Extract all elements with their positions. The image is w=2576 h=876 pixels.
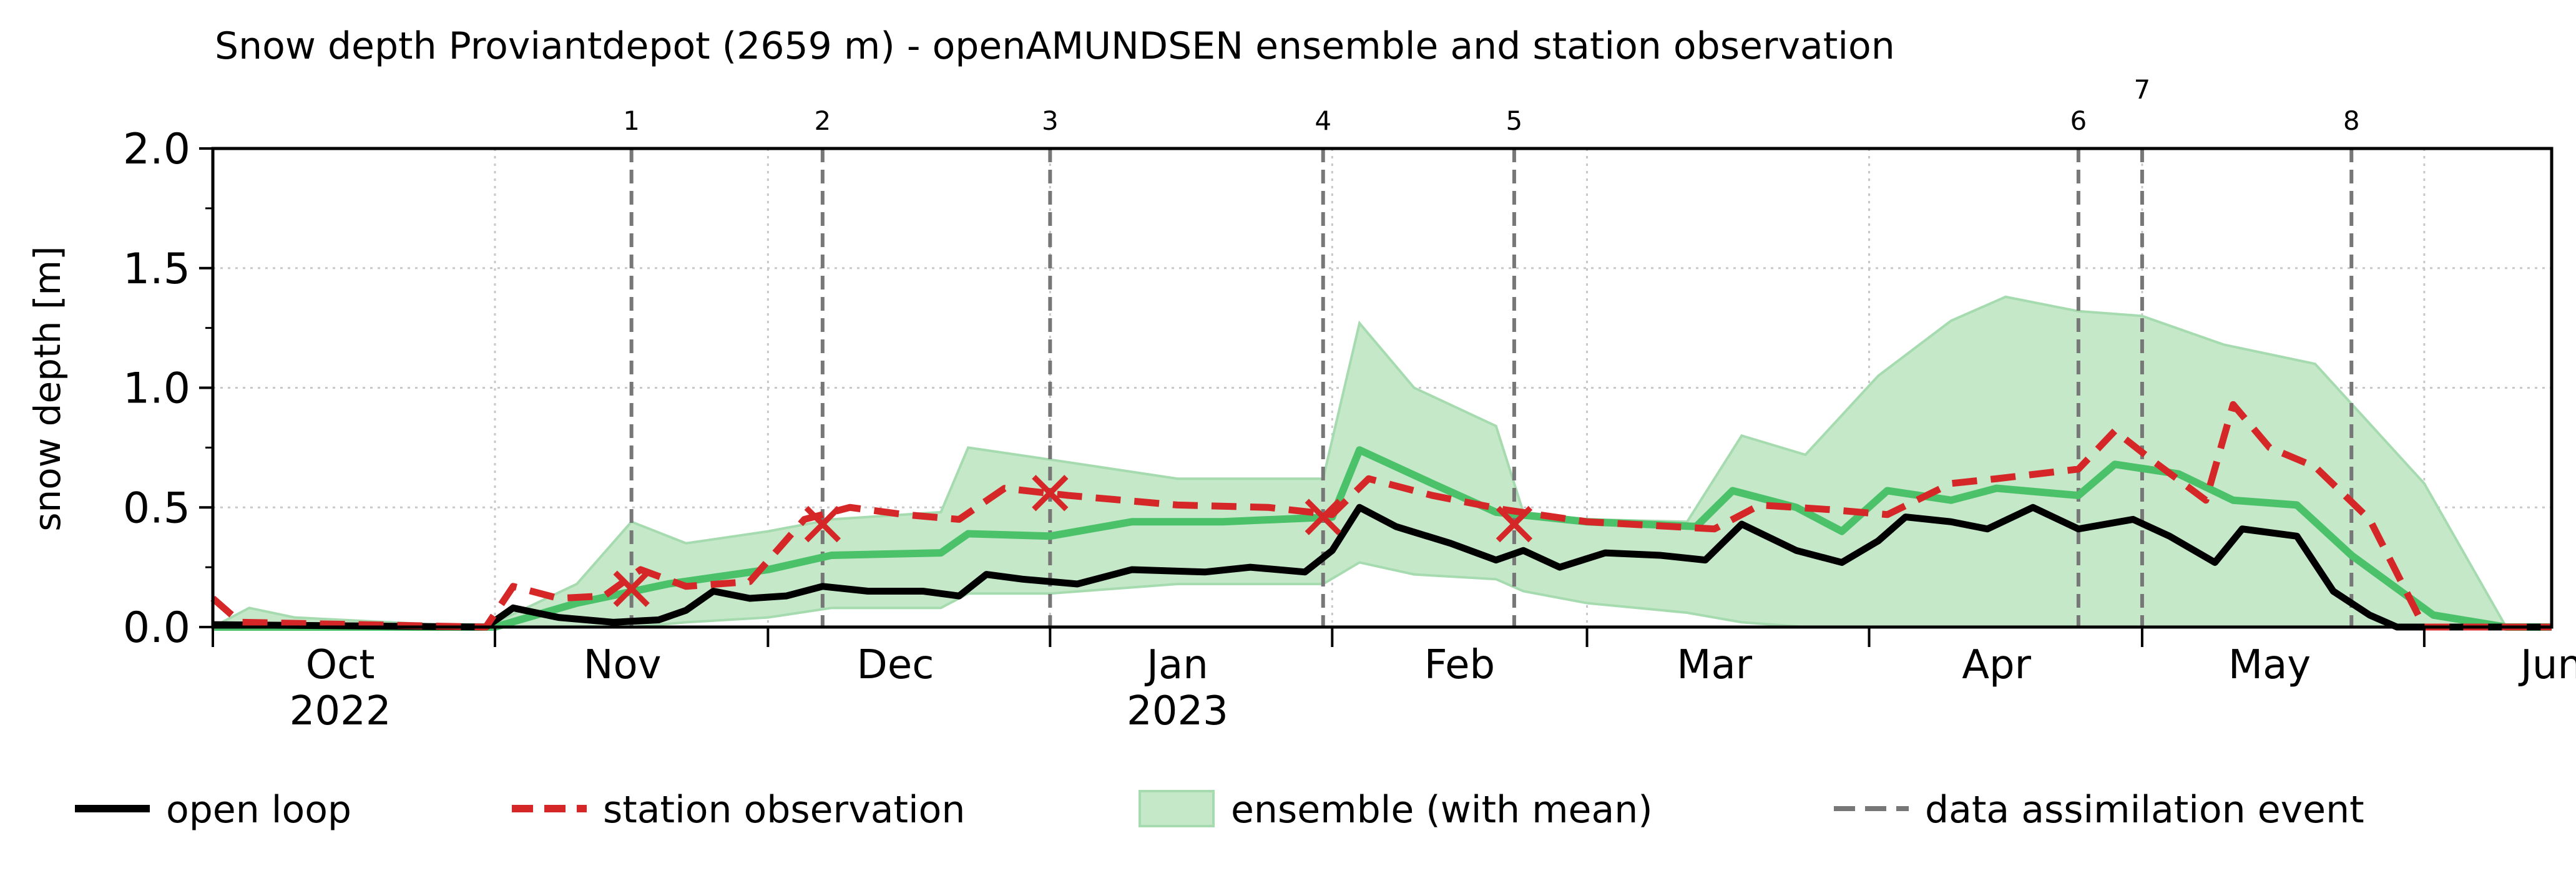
marker-stroke	[804, 505, 841, 543]
assimilation-marker	[1032, 475, 1069, 512]
y-tick-label: 0.0	[123, 603, 190, 653]
y-tick-label: 1.0	[123, 364, 190, 414]
assimilation-event-label: 1	[623, 105, 640, 136]
legend-label: ensemble (with mean)	[1231, 788, 1653, 832]
legend: open loop station observation ensemble (wi…	[75, 788, 2364, 832]
y-axis-label: snow depth [m]	[26, 246, 69, 531]
y-tick-label: 1.5	[123, 245, 190, 294]
assimilation-lines: 1 2 3 4 5 6 7 8	[623, 74, 2360, 627]
assimilation-event-label: 3	[1042, 105, 1059, 136]
legend-item: data assimilation event	[1834, 788, 2364, 832]
x-tick-year-label: 2022	[290, 688, 391, 734]
marker-stroke	[1305, 499, 1341, 535]
marker-stroke	[613, 570, 650, 607]
x-tick-label: Nov	[584, 642, 662, 688]
x-tick-label: Jan	[1144, 642, 1208, 688]
x-tick-year-label: 2023	[1127, 688, 1228, 734]
open-loop-line	[212, 504, 2552, 631]
assimilation-event-label: 5	[1506, 105, 1523, 136]
assimilation-marker	[804, 505, 841, 543]
assimilation-event-label: 2	[814, 105, 831, 136]
assimilation-event-label: 6	[2070, 105, 2087, 136]
legend-item: open loop	[75, 788, 351, 832]
chart-title: Snow depth Proviantdepot (2659 m) - open…	[215, 24, 1895, 68]
x-tick-label: Oct	[306, 642, 375, 688]
assimilation-marker	[1496, 505, 1533, 543]
x-tick-label: May	[2228, 642, 2311, 688]
legend-swatch-ensemble	[1139, 790, 1215, 827]
assimilation-marker	[613, 570, 650, 607]
assimilation-event-label: 8	[2343, 105, 2360, 136]
assimilation-marker	[1305, 499, 1341, 535]
assimilation-event-label: 4	[1315, 105, 1331, 136]
marker-stroke	[1496, 505, 1533, 543]
plot-frame	[211, 147, 2554, 629]
y-tick-label: 0.5	[123, 484, 190, 533]
x-tick-label: Apr	[1962, 642, 2031, 688]
marker-stroke	[1032, 475, 1069, 512]
x-tick-label: Mar	[1677, 642, 1752, 688]
assimilation-markers	[613, 475, 1533, 607]
legend-item: ensemble (with mean)	[1139, 788, 1653, 832]
x-tick-label: Jun	[2518, 642, 2576, 688]
legend-label: station observation	[603, 788, 965, 832]
legend-item: station observation	[512, 788, 965, 832]
station-observation-line	[210, 401, 2552, 631]
legend-label: open loop	[166, 788, 351, 832]
assimilation-event-label: 7	[2134, 74, 2151, 105]
series-lines	[210, 401, 2552, 631]
legend-label: data assimilation event	[1925, 788, 2364, 832]
x-tick-label: Feb	[1424, 642, 1495, 688]
x-tick-label: Dec	[857, 642, 934, 688]
y-tick-label: 2.0	[123, 125, 190, 174]
